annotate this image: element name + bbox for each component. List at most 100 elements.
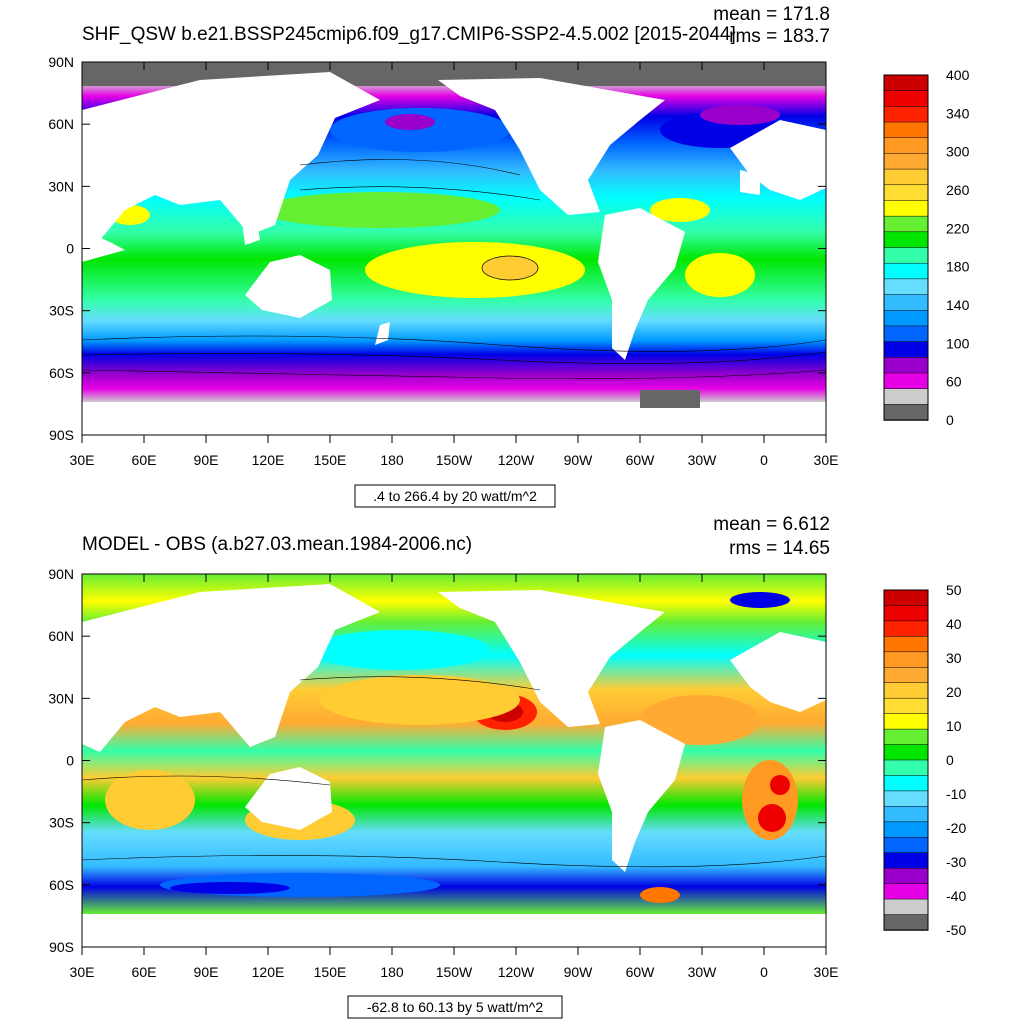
lat-tick-label: 0 bbox=[66, 241, 74, 257]
colorbar-segment bbox=[883, 852, 929, 869]
colorbar-segment bbox=[883, 168, 929, 186]
colorbar-segment bbox=[883, 775, 929, 792]
lon-tick-label: 180 bbox=[380, 964, 404, 980]
lat-tick-label: 90S bbox=[49, 427, 74, 443]
colorbar-segment bbox=[883, 914, 929, 931]
colorbar-label: -20 bbox=[946, 820, 966, 836]
colorbar-label: 50 bbox=[946, 582, 962, 598]
colorbar-segment bbox=[883, 404, 929, 421]
lon-tick-label: 60E bbox=[132, 452, 157, 468]
panel-title: MODEL - OBS (a.b27.03.mean.1984-2006.nc) bbox=[82, 534, 472, 555]
colorbar-segment bbox=[883, 728, 929, 746]
colorbar-segment bbox=[883, 744, 929, 761]
lon-tick-label: 60E bbox=[132, 964, 157, 980]
info-box: .4 to 266.4 by 20 watt/m^2 bbox=[354, 484, 556, 508]
colorbar-segment bbox=[883, 372, 929, 390]
lon-tick-label: 150E bbox=[314, 452, 347, 468]
colorbar-frame bbox=[883, 74, 929, 421]
colorbar-segment bbox=[883, 200, 929, 217]
rms-label: rms = 14.65 bbox=[729, 538, 830, 559]
lon-tick-label: 30W bbox=[688, 452, 718, 468]
lat-tick-label: 60S bbox=[49, 365, 74, 381]
lon-tick-label: 90E bbox=[194, 964, 219, 980]
lon-tick-label: 120W bbox=[498, 964, 535, 980]
lon-tick-label: 180 bbox=[380, 452, 404, 468]
colorbar-segment bbox=[883, 837, 929, 854]
colorbar-label: -10 bbox=[946, 786, 966, 802]
colorbar-label: 260 bbox=[946, 182, 970, 198]
info-box: -62.8 to 60.13 by 5 watt/m^2 bbox=[347, 995, 563, 1019]
colorbar-label: -50 bbox=[946, 922, 966, 938]
colorbar-label: 180 bbox=[946, 259, 970, 275]
colorbar-segment bbox=[883, 262, 929, 280]
lat-tick-label: 30N bbox=[48, 178, 74, 194]
colorbar-segment bbox=[883, 682, 929, 699]
colorbar-segment bbox=[883, 806, 929, 823]
mean-label: mean = 171.8 bbox=[713, 4, 830, 25]
lat-tick-label: 60S bbox=[49, 877, 74, 893]
colorbar-segment bbox=[883, 759, 929, 777]
colorbar-segment bbox=[883, 106, 929, 123]
lat-tick-label: 60N bbox=[48, 116, 74, 132]
lat-tick-label: 30S bbox=[49, 303, 74, 319]
colorbar-segment bbox=[883, 121, 929, 139]
colorbar: 50 40 30 20 10 0 -10 -20 -30 -40 -50 bbox=[883, 582, 966, 938]
colorbar: 400 340 300 260 220 180 140 100 60 0 bbox=[883, 67, 970, 428]
colorbar-segment bbox=[883, 883, 929, 900]
colorbar-segment bbox=[883, 215, 929, 233]
lon-tick-label: 60W bbox=[626, 964, 656, 980]
lon-tick-label: 90E bbox=[194, 452, 219, 468]
colorbar-label: 10 bbox=[946, 718, 962, 734]
colorbar-label: 340 bbox=[946, 105, 970, 121]
lon-tick-label: 90W bbox=[564, 452, 594, 468]
lon-tick-label: 30E bbox=[70, 452, 95, 468]
map-panel-qsw: SHF_QSW b.e21.BSSP245cmip6.f09_g17.CMIP6… bbox=[48, 4, 970, 508]
colorbar-segment bbox=[883, 309, 929, 327]
colorbar-label: -30 bbox=[946, 854, 966, 870]
colorbar-label: 220 bbox=[946, 220, 970, 236]
lat-tick-label: 60N bbox=[48, 628, 74, 644]
lon-tick-label: 150W bbox=[436, 452, 473, 468]
lon-tick-label: 150W bbox=[436, 964, 473, 980]
colorbar-segment bbox=[883, 184, 929, 202]
map-axes: 90N 60N 30N 0 30S 60S 90S 30E 60E 90E 120E 150E 180 1… bbox=[48, 54, 838, 468]
lat-tick-label: 30N bbox=[48, 690, 74, 706]
colorbar-label: 40 bbox=[946, 616, 962, 632]
lon-tick-label: 30W bbox=[688, 964, 718, 980]
lon-tick-label: 0 bbox=[760, 452, 768, 468]
colorbar-segment bbox=[883, 341, 929, 359]
colorbar-segment bbox=[883, 713, 929, 730]
colorbar-label: -40 bbox=[946, 888, 966, 904]
lon-tick-label: 90W bbox=[564, 964, 594, 980]
colorbar-label: 400 bbox=[946, 67, 970, 83]
contour-lines bbox=[82, 676, 826, 868]
colorbar-label: 30 bbox=[946, 650, 962, 666]
colorbar-segment bbox=[883, 388, 929, 406]
lon-tick-label: 30E bbox=[814, 452, 839, 468]
colorbar-label: 300 bbox=[946, 144, 970, 160]
colorbar-label: 140 bbox=[946, 297, 970, 313]
rms-label: rms = 183.7 bbox=[729, 26, 830, 47]
map-field bbox=[82, 62, 826, 435]
colorbar-segment bbox=[883, 231, 929, 249]
lon-tick-label: 150E bbox=[314, 964, 347, 980]
colorbar-segment bbox=[883, 589, 929, 607]
colorbar-segment bbox=[883, 898, 929, 916]
land-masks bbox=[82, 584, 826, 947]
colorbar-segment bbox=[883, 867, 929, 885]
colorbar-segment bbox=[883, 278, 929, 296]
map-axes: 90N 60N 30N 0 30S 60S 90S 30E 60E 90E 120E 150E 180 1… bbox=[48, 566, 838, 980]
colorbar-segment bbox=[883, 137, 929, 155]
lat-tick-label: 90S bbox=[49, 939, 74, 955]
map-panel-diff: MODEL - OBS (a.b27.03.mean.1984-2006.nc)… bbox=[48, 514, 966, 1019]
lon-tick-label: 120W bbox=[498, 452, 535, 468]
colorbar-segment bbox=[883, 90, 929, 108]
colorbar-frame bbox=[883, 589, 929, 931]
map-field bbox=[82, 574, 826, 947]
colorbar-segment bbox=[883, 790, 929, 808]
colorbar-segment bbox=[883, 153, 929, 170]
lon-tick-label: 120E bbox=[252, 964, 285, 980]
lon-tick-label: 120E bbox=[252, 452, 285, 468]
colorbar-segment bbox=[883, 74, 929, 92]
